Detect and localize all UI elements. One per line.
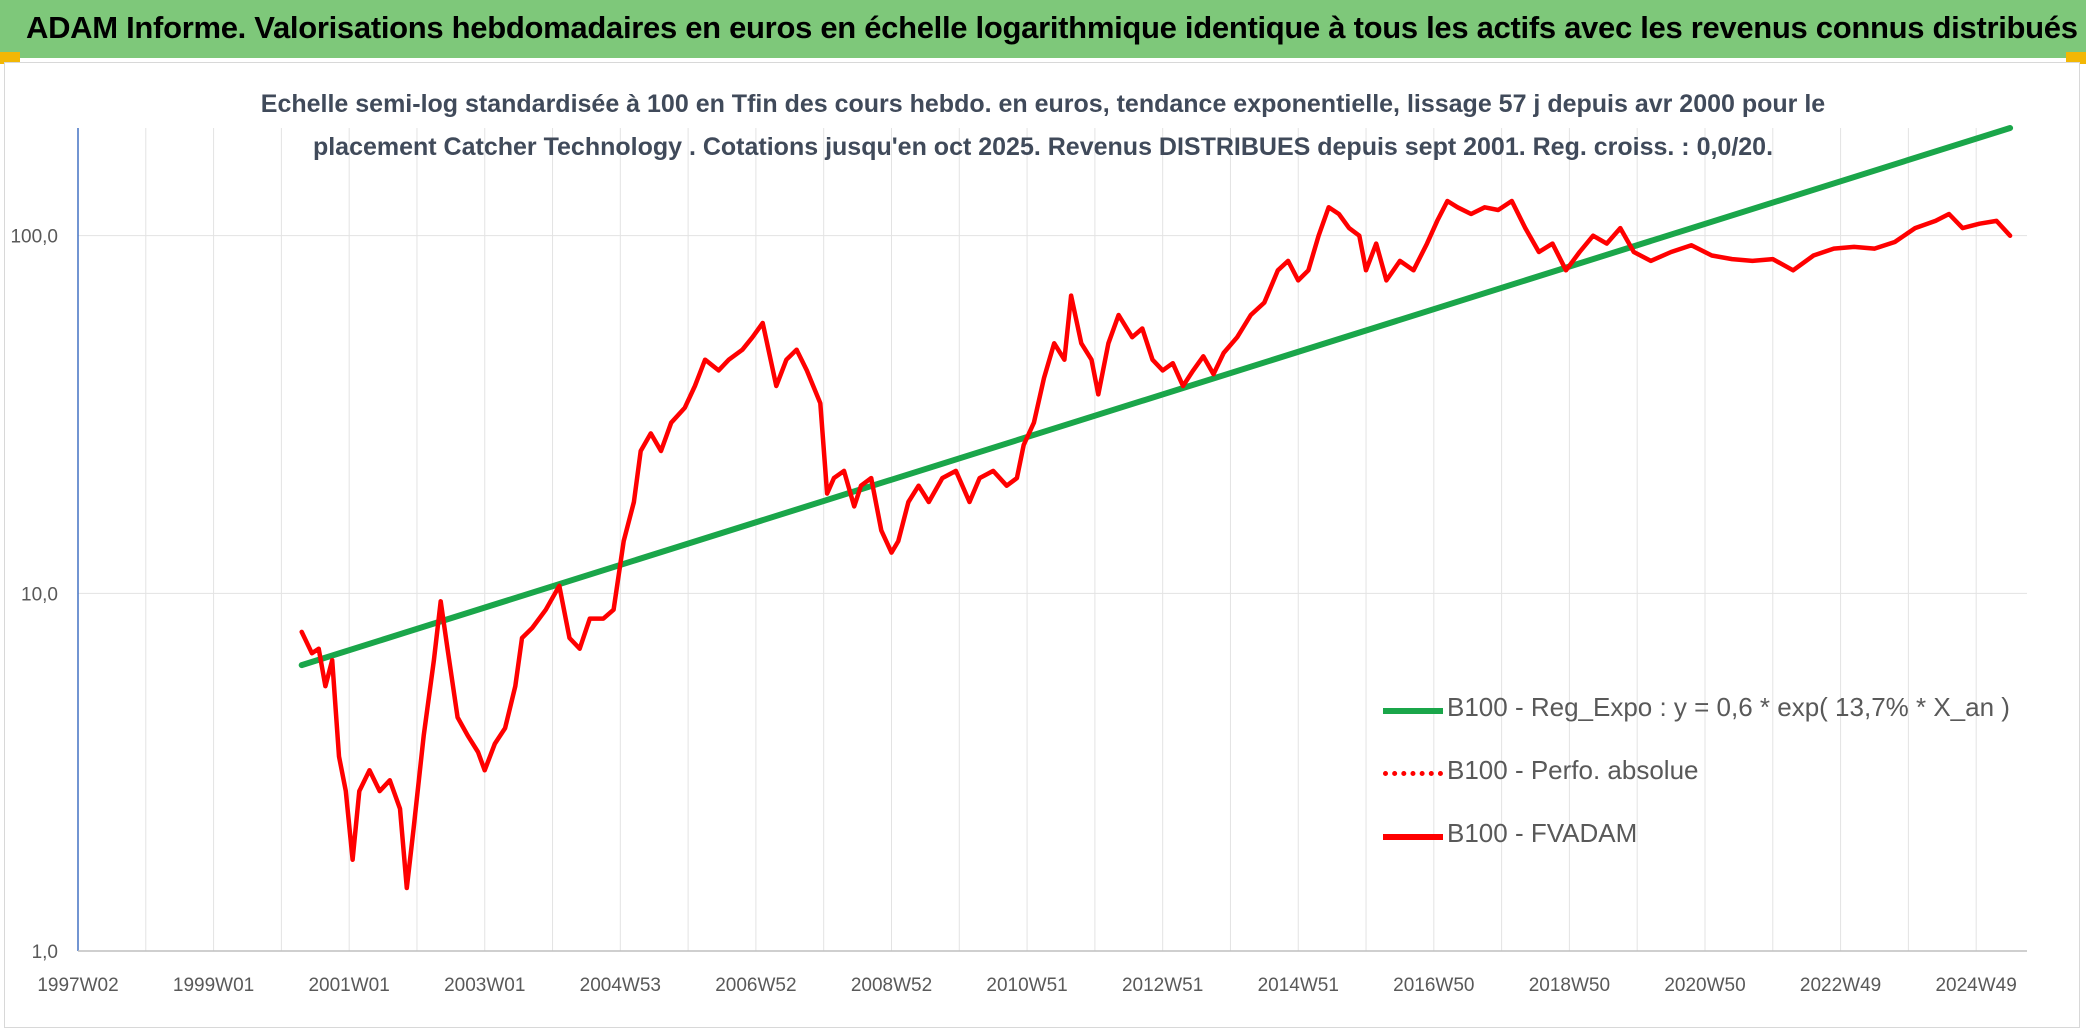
x-tick-label: 1999W01 xyxy=(173,975,254,996)
corner-marker-left xyxy=(0,52,20,64)
legend-label-perfo-absolue: B100 - Perfo. absolue xyxy=(1447,755,1699,785)
chart-area xyxy=(4,62,2080,1028)
chart-subtitle-line2: placement Catcher Technology . Cotations… xyxy=(312,133,1774,161)
y-tick-label: 100,0 xyxy=(10,227,58,248)
x-tick-label: 2018W50 xyxy=(1529,975,1610,996)
x-tick-label: 2008W52 xyxy=(851,975,932,996)
x-tick-label: 2024W49 xyxy=(1935,975,2016,996)
x-tick-label: 2003W01 xyxy=(444,975,525,996)
regression-line xyxy=(298,125,2014,669)
x-tick-label: 2004W53 xyxy=(580,975,661,996)
x-tick-label: 2001W01 xyxy=(308,975,389,996)
y-tick-label: 10,0 xyxy=(21,584,58,605)
x-tick-label: 2020W50 xyxy=(1664,975,1745,996)
y-tick-label: 1,0 xyxy=(32,942,58,963)
legend-swatch-perfo-absolue xyxy=(1383,771,1443,776)
page-title: ADAM Informe. Valorisations hebdomadaire… xyxy=(26,10,2078,45)
legend-label-fvadam: B100 - FVADAM xyxy=(1447,818,1638,848)
header-bar: ADAM Informe. Valorisations hebdomadaire… xyxy=(0,0,2086,58)
chart-subtitle-line1: Echelle semi-log standardisée à 100 en T… xyxy=(260,90,1826,118)
x-tick-label: 2014W51 xyxy=(1258,975,1339,996)
legend-label-regression: B100 - Reg_Expo : y = 0,6 * exp( 13,7% *… xyxy=(1447,692,2010,722)
fvadam-line xyxy=(299,198,2013,891)
x-tick-label: 2010W51 xyxy=(986,975,1067,996)
x-tick-label: 2022W49 xyxy=(1800,975,1881,996)
legend-swatch-regression xyxy=(1383,708,1443,714)
x-tick-label: 2016W50 xyxy=(1393,975,1474,996)
corner-marker-right xyxy=(2066,52,2086,64)
x-tick-label: 2006W52 xyxy=(715,975,796,996)
axis-layer: 1,0 10,0 100,0 1997W02 1999W01 2001W01 2003W01… xyxy=(10,128,2027,996)
grid-layer xyxy=(77,128,2027,952)
x-tick-label: 1997W02 xyxy=(37,975,118,996)
series-layer xyxy=(298,125,2014,891)
legend-swatch-fvadam xyxy=(1383,834,1443,840)
x-tick-label: 2012W51 xyxy=(1122,975,1203,996)
